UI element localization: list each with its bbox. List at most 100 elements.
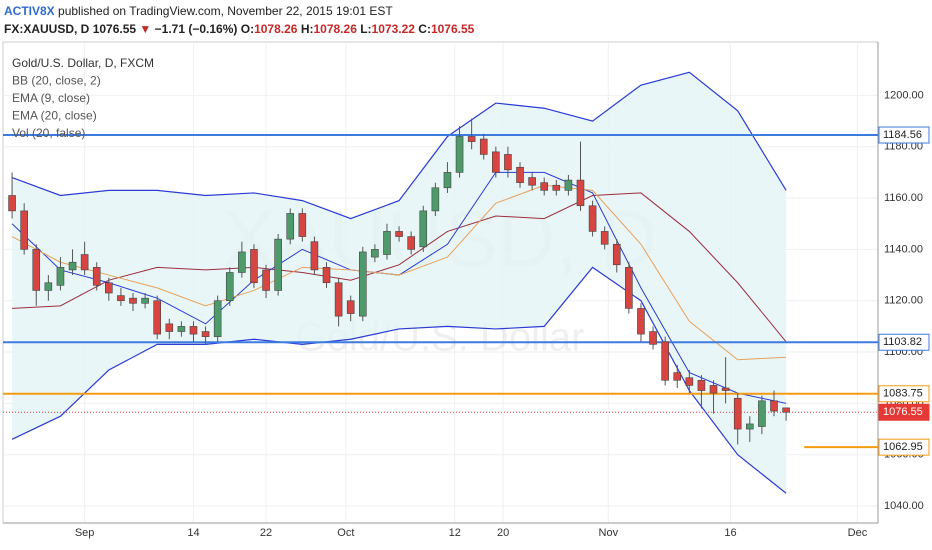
- x-tick-label: Oct: [337, 527, 354, 539]
- candle-body: [770, 400, 778, 412]
- author[interactable]: ACTIV8X: [4, 4, 55, 18]
- candle-body: [334, 282, 343, 317]
- indicator-line: [12, 192, 787, 343]
- candle-body: [758, 400, 766, 427]
- candle-body: [419, 210, 428, 248]
- candle-body: [637, 308, 645, 335]
- candle-body: [371, 249, 379, 258]
- price-tag: [878, 385, 930, 403]
- ohlc-label: C:: [418, 22, 431, 36]
- candle-body: [673, 372, 682, 381]
- quote-line: FX:XAUUSD, D 1076.55 ▼ −1.71 (−0.16%) O:…: [4, 22, 474, 36]
- indicator-line: [11, 184, 787, 361]
- candle-body: [733, 397, 742, 430]
- candle-body: [746, 423, 754, 430]
- candle-body: [455, 136, 464, 173]
- candle-body: [407, 236, 415, 250]
- candle-body: [322, 267, 331, 284]
- candle-body: [395, 231, 403, 237]
- candle-body: [310, 241, 319, 271]
- legend-item: EMA (20, close): [12, 109, 97, 123]
- candle-body: [516, 166, 524, 183]
- candle-body: [201, 331, 210, 337]
- x-tick-label: 14: [187, 527, 199, 539]
- candle-body: [129, 297, 137, 304]
- symbol: FX:XAUUSD, D: [4, 22, 90, 36]
- candle-body: [358, 251, 367, 317]
- candle-body: [661, 341, 669, 381]
- y-tick-label: 1200.00: [884, 89, 924, 101]
- band-upper: [11, 71, 787, 220]
- y-tick-label: 1040.00: [884, 500, 924, 512]
- candle-body: [225, 272, 234, 302]
- candle-body: [92, 267, 101, 286]
- candle-body: [588, 205, 597, 232]
- band-lower: [11, 266, 787, 494]
- published: published on TradingView.com, November 2…: [58, 4, 393, 18]
- candle-body: [56, 267, 65, 286]
- candle-body: [262, 269, 270, 291]
- x-tick-label: 12: [449, 527, 461, 539]
- legend-item: BB (20, close, 2): [12, 74, 101, 88]
- candle-body: [576, 179, 585, 207]
- x-tick-label: 16: [724, 527, 736, 539]
- candle-body: [298, 213, 307, 237]
- candle-body: [32, 249, 41, 291]
- publish-line: ACTIV8X published on TradingView.com, No…: [4, 4, 393, 18]
- last-price: 1076.55: [92, 22, 137, 36]
- y-tick-label: 1120.00: [884, 295, 923, 307]
- price-tag-label: 1103.82: [883, 336, 922, 348]
- price-tag: [878, 438, 930, 456]
- price-tag-label: 1062.95: [883, 441, 923, 453]
- band-fill: [12, 72, 787, 494]
- candle-body: [600, 231, 609, 245]
- candle-body: [467, 136, 476, 142]
- candle-body: [20, 210, 28, 250]
- ohlc-value: 1078.26: [313, 22, 357, 36]
- x-tick-label: 22: [260, 527, 272, 539]
- price-tag: [878, 126, 930, 144]
- candle-body: [540, 182, 549, 191]
- candle-body: [383, 231, 391, 255]
- candle-body: [443, 172, 452, 189]
- candle-body: [612, 243, 621, 266]
- change: −1.71 (−0.16%): [154, 22, 238, 36]
- legend-item: EMA (9, close): [12, 91, 90, 105]
- candle-body: [492, 151, 500, 173]
- candle-body: [274, 238, 282, 291]
- candle-body: [721, 387, 730, 391]
- price-tag-label: 1076.55: [883, 406, 923, 418]
- candle-body: [782, 407, 790, 413]
- header: ACTIV8X published on TradingView.com, No…: [0, 0, 932, 40]
- y-tick-label: 1140.00: [884, 243, 923, 255]
- candle-body: [80, 254, 89, 271]
- candle-body: [44, 282, 53, 291]
- x-tick-label: Nov: [599, 527, 619, 539]
- x-tick-label: Dec: [848, 527, 868, 539]
- candle-body: [552, 184, 561, 191]
- ohlc-value: 1073.22: [371, 22, 415, 36]
- candle-body: [141, 297, 149, 304]
- candle-body: [165, 323, 174, 332]
- candle-body: [177, 326, 186, 332]
- ohlc-label: H:: [300, 22, 314, 36]
- candle-body: [431, 187, 440, 212]
- candle-body: [286, 213, 295, 240]
- candle-body: [238, 251, 246, 273]
- candle-body: [685, 377, 694, 386]
- x-tick-label: Sep: [75, 527, 95, 539]
- candle-body: [649, 331, 657, 345]
- candle-body: [189, 326, 198, 335]
- candle-body: [709, 385, 718, 394]
- candle-body: [153, 300, 161, 335]
- candle-body: [479, 138, 488, 155]
- candle-body: [625, 267, 633, 309]
- price-tag: [878, 403, 930, 421]
- ohlc-value: 1076.55: [430, 22, 475, 36]
- ohlc-label: O:: [240, 22, 255, 36]
- y-tick-label: 1180.00: [884, 141, 923, 153]
- candle-body: [564, 179, 573, 191]
- candle-body: [105, 282, 113, 294]
- candle-body: [68, 261, 77, 271]
